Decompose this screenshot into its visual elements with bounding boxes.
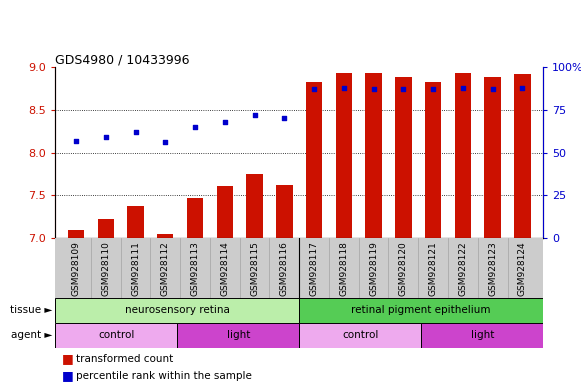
Point: [279, 116, 289, 122]
Text: GSM928123: GSM928123: [488, 241, 497, 296]
Text: GSM928115: GSM928115: [250, 241, 259, 296]
Bar: [299, 298, 543, 323]
Bar: [514, 74, 530, 238]
Bar: [395, 78, 411, 238]
Text: retinal pigment epithelium: retinal pigment epithelium: [352, 305, 491, 315]
Bar: [365, 73, 382, 238]
Text: agent ►: agent ►: [11, 330, 52, 340]
Text: ■: ■: [62, 369, 74, 382]
Point: [518, 84, 527, 91]
Text: GSM928124: GSM928124: [518, 241, 527, 296]
Point: [428, 86, 437, 93]
Text: GSM928122: GSM928122: [458, 241, 467, 296]
Point: [369, 86, 378, 93]
Text: GSM928119: GSM928119: [369, 241, 378, 296]
Text: light: light: [227, 330, 250, 340]
Text: GDS4980 / 10433996: GDS4980 / 10433996: [55, 53, 189, 66]
Bar: [246, 174, 263, 238]
Text: GSM928116: GSM928116: [280, 241, 289, 296]
Text: control: control: [342, 330, 378, 340]
Point: [310, 86, 319, 93]
Point: [191, 124, 200, 130]
Text: GSM928117: GSM928117: [310, 241, 318, 296]
Bar: [127, 207, 144, 238]
Text: GSM928109: GSM928109: [71, 241, 81, 296]
Bar: [455, 73, 471, 238]
Bar: [157, 234, 174, 238]
Bar: [217, 186, 233, 238]
Bar: [421, 323, 543, 348]
Point: [339, 84, 349, 91]
Bar: [187, 198, 203, 238]
Text: control: control: [98, 330, 134, 340]
Text: ■: ■: [62, 352, 74, 365]
Text: light: light: [471, 330, 494, 340]
Text: GSM928114: GSM928114: [220, 241, 229, 296]
Text: transformed count: transformed count: [76, 354, 173, 364]
Bar: [336, 73, 352, 238]
Text: GSM928121: GSM928121: [429, 241, 437, 296]
Text: GSM928110: GSM928110: [101, 241, 110, 296]
Text: GSM928111: GSM928111: [131, 241, 140, 296]
Text: GSM928120: GSM928120: [399, 241, 408, 296]
Bar: [55, 298, 299, 323]
Point: [220, 119, 229, 125]
Point: [161, 139, 170, 146]
Text: GSM928112: GSM928112: [161, 241, 170, 296]
Bar: [425, 82, 442, 238]
Point: [488, 86, 497, 93]
Text: neurosensory retina: neurosensory retina: [125, 305, 229, 315]
Bar: [299, 323, 421, 348]
Point: [71, 137, 81, 144]
Bar: [306, 82, 322, 238]
Text: tissue ►: tissue ►: [10, 305, 52, 315]
Text: GSM928118: GSM928118: [339, 241, 349, 296]
Bar: [177, 323, 299, 348]
Point: [101, 134, 110, 140]
Text: percentile rank within the sample: percentile rank within the sample: [76, 371, 252, 381]
Bar: [55, 323, 177, 348]
Bar: [68, 230, 84, 238]
Bar: [485, 78, 501, 238]
Bar: [98, 219, 114, 238]
Point: [250, 112, 259, 118]
Text: GSM928113: GSM928113: [191, 241, 199, 296]
Point: [399, 86, 408, 93]
Point: [458, 84, 468, 91]
Bar: [276, 185, 292, 238]
Point: [131, 129, 140, 135]
